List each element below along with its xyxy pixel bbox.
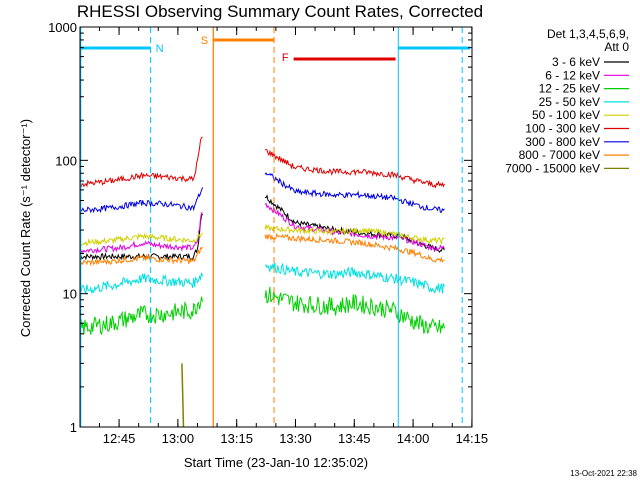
generation-timestamp: 13-Oct-2021 22:38: [570, 469, 637, 478]
series-line-6-seg-1: [264, 172, 445, 213]
legend-label-7: 800 - 7000 keV: [519, 148, 600, 162]
legend-label-0: 3 - 6 keV: [552, 55, 600, 69]
series-line-4-seg-1: [264, 223, 445, 246]
legend-label-2: 12 - 25 keV: [539, 82, 600, 96]
series-line-1-seg-1: [264, 202, 445, 253]
x-tick-label: 13:00: [162, 431, 195, 446]
tick-layer: 12:45 13:00 13:15 13:30 13:45 14:00 14:15 1 10 10…: [48, 20, 488, 446]
series-line-4-seg-0: [79, 232, 203, 247]
legend-label-8: 7000 - 15000 keV: [505, 161, 600, 175]
flare-label: F: [282, 52, 289, 64]
y-tick-label: 1000: [48, 20, 77, 35]
x-tick-label: 13:45: [338, 431, 371, 446]
legend-header-line-2: Att 0: [604, 40, 629, 54]
series-line-8: [181, 363, 185, 428]
saa-label: S: [201, 35, 208, 47]
series-line-5-seg-0: [79, 136, 203, 188]
series-layer: [79, 136, 445, 428]
chart-title: RHESSI Observing Summary Count Rates, Co…: [77, 2, 483, 21]
series-line-2-seg-1: [264, 286, 445, 334]
x-tick-label: 13:30: [279, 431, 312, 446]
legend-label-5: 100 - 300 keV: [525, 122, 600, 136]
series-line-3-seg-0: [79, 272, 203, 296]
x-tick-label: 14:15: [456, 431, 489, 446]
legend-label-6: 300 - 800 keV: [525, 135, 600, 149]
x-tick-label: 13:15: [220, 431, 253, 446]
legend-label-3: 25 - 50 keV: [539, 95, 600, 109]
series-line-6-seg-0: [79, 187, 203, 214]
series-line-1-seg-0: [79, 212, 203, 255]
y-tick-label: 1: [70, 420, 77, 435]
annotation-layer: N S F: [80, 27, 471, 427]
y-tick-label: 100: [55, 153, 77, 168]
x-axis-label: Start Time (23-Jan-10 12:35:02): [184, 455, 368, 470]
legend-label-4: 50 - 100 keV: [532, 108, 600, 122]
series-line-7-seg-1: [264, 232, 445, 263]
x-tick-label: 12:45: [103, 431, 136, 446]
series-line-5-seg-1: [264, 148, 445, 189]
night-label: N: [156, 43, 164, 55]
y-axis-label: Corrected Count Rate (s⁻¹ detector⁻¹): [18, 119, 33, 337]
y-tick-label: 10: [63, 287, 77, 302]
series-line-7-seg-0: [79, 246, 203, 267]
legend-label-1: 6 - 12 keV: [545, 68, 600, 82]
x-tick-label: 14:00: [397, 431, 430, 446]
series-line-2-seg-0: [79, 296, 203, 336]
series-line-3-seg-1: [264, 262, 445, 294]
legend-header-line-1: Det 1,3,4,5,6,9,: [547, 27, 629, 41]
